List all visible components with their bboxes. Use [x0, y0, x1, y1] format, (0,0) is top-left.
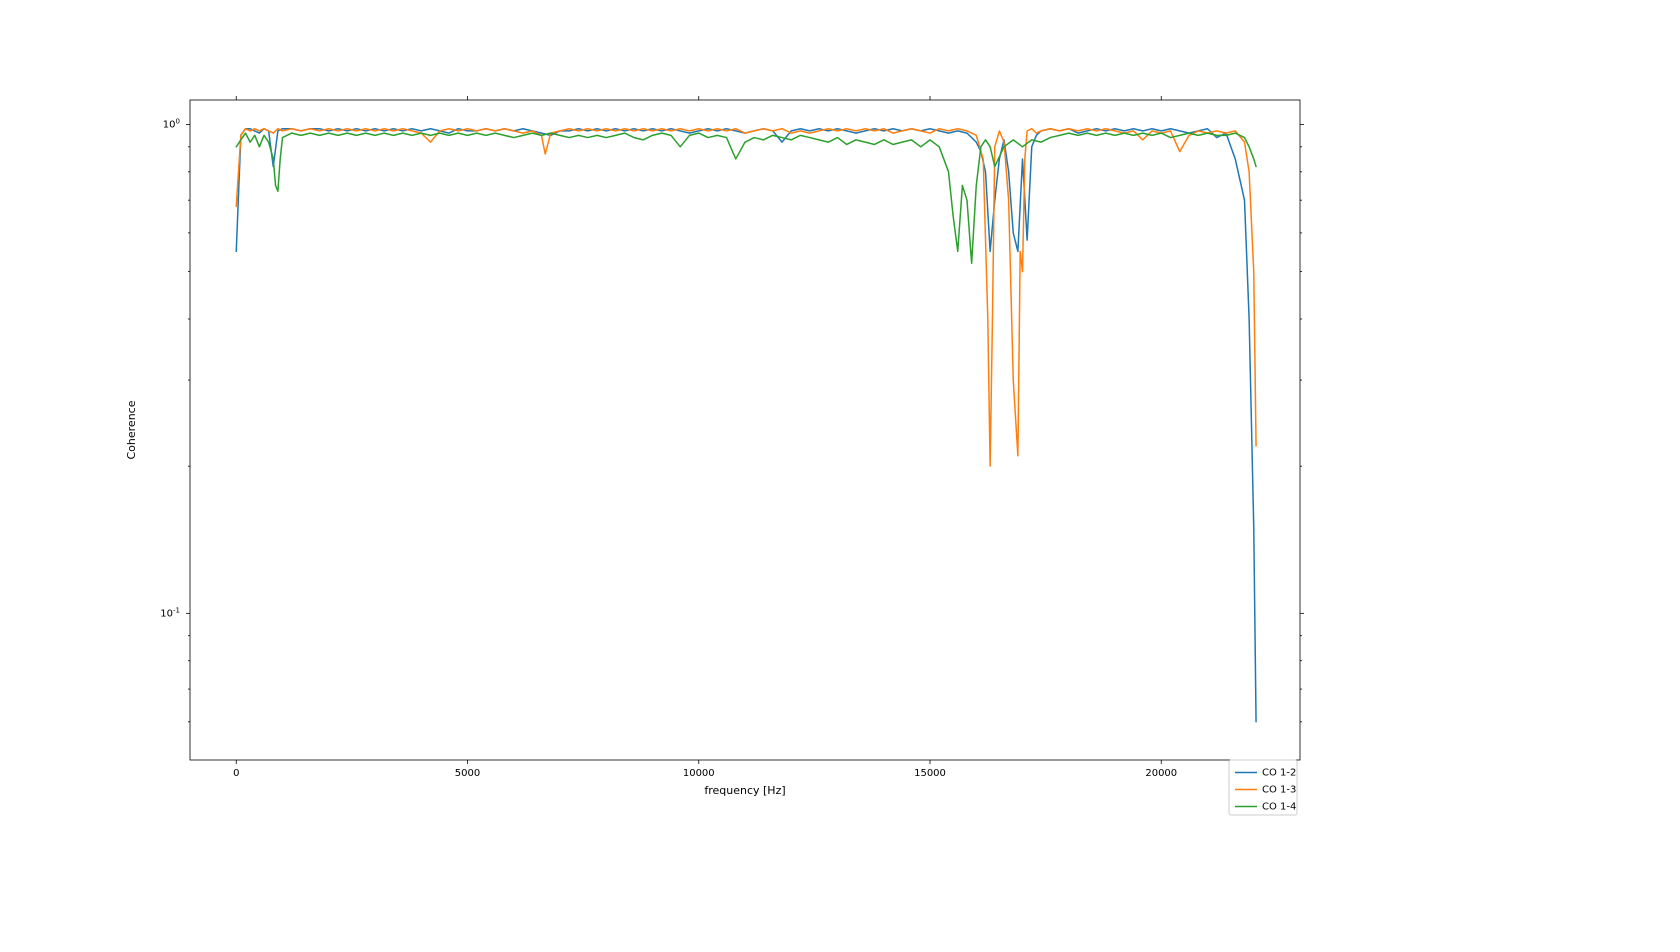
legend-item-label: CO 1-3: [1262, 785, 1296, 796]
legend: CO 1-2 CO 1-3 CO 1-4: [1229, 760, 1297, 815]
x-axis-label: frequency [Hz]: [704, 784, 785, 797]
ytick-label: 10-1: [160, 606, 180, 619]
xtick-label: 15000: [914, 768, 946, 779]
series-line: [236, 129, 1256, 466]
xtick-label: 0: [233, 768, 239, 779]
legend-item-label: CO 1-2: [1262, 768, 1296, 779]
xtick-label: 5000: [455, 768, 480, 779]
xtick-label: 20000: [1145, 768, 1177, 779]
legend-item-label: CO 1-4: [1262, 802, 1296, 813]
chart-svg: 0 5000 10000 15000 20000 10-1 100 frequency [Hz…: [0, 0, 1680, 952]
series-line: [236, 133, 1256, 263]
y-axis-label: Coherence: [125, 400, 138, 459]
series-line: [236, 129, 1256, 722]
xtick-label: 10000: [683, 768, 715, 779]
coherence-chart: 0 5000 10000 15000 20000 10-1 100 frequency [Hz…: [0, 0, 1680, 952]
ytick-label: 100: [163, 117, 180, 130]
